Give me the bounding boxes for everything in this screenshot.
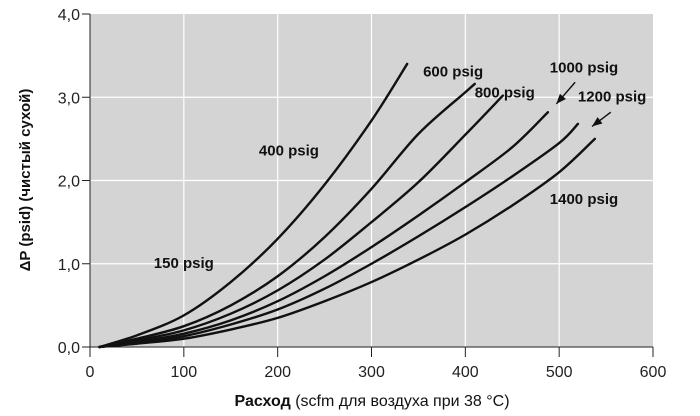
arrow-head — [592, 117, 603, 127]
y-axis-label: ΔP (psid) (чистый сухой) — [17, 89, 34, 272]
series-line — [98, 122, 580, 349]
y-tick-label: 0,0 — [58, 340, 80, 357]
series-labels: 150 psig 400 psig 600 psig 800 psig 1000 psi… — [154, 59, 647, 272]
series-line — [98, 62, 409, 349]
x-axis-label: Расход (scfm для воздуха при 38 °C) — [234, 393, 509, 410]
series-lines — [98, 62, 597, 349]
x-tick-label: 600 — [640, 364, 667, 381]
series-label: 1200 psig — [578, 88, 646, 105]
axes: 0,0 1,0 2,0 3,0 4,0 0 100 200 300 400 500 600 — [58, 7, 667, 381]
y-tick-label: 1,0 — [58, 257, 80, 274]
x-tick-label: 100 — [170, 364, 197, 381]
x-axis-label-bold: Расход — [234, 393, 290, 410]
x-axis-label-rest: (scfm для воздуха при 38 °C) — [291, 393, 510, 410]
x-tick-label: 200 — [264, 364, 291, 381]
y-tick-label: 2,0 — [58, 174, 80, 191]
y-tick-label: 3,0 — [58, 90, 80, 107]
y-tick-label: 4,0 — [58, 7, 80, 24]
series-line — [98, 82, 476, 349]
series-label: 600 psig — [423, 63, 483, 80]
arrow-head — [556, 93, 566, 104]
x-tick-label: 300 — [358, 364, 385, 381]
series-line — [98, 137, 597, 349]
x-tick-label: 0 — [86, 364, 95, 381]
series-label: 800 psig — [475, 84, 535, 101]
series-label: 1000 psig — [550, 59, 618, 76]
x-tick-label: 400 — [452, 364, 479, 381]
series-label: 400 psig — [259, 143, 319, 160]
x-tick-label: 500 — [546, 364, 573, 381]
series-line — [98, 111, 550, 349]
arrows — [555, 81, 612, 127]
series-line — [98, 94, 505, 349]
series-label: 1400 psig — [550, 191, 618, 208]
series-label: 150 psig — [154, 255, 214, 272]
